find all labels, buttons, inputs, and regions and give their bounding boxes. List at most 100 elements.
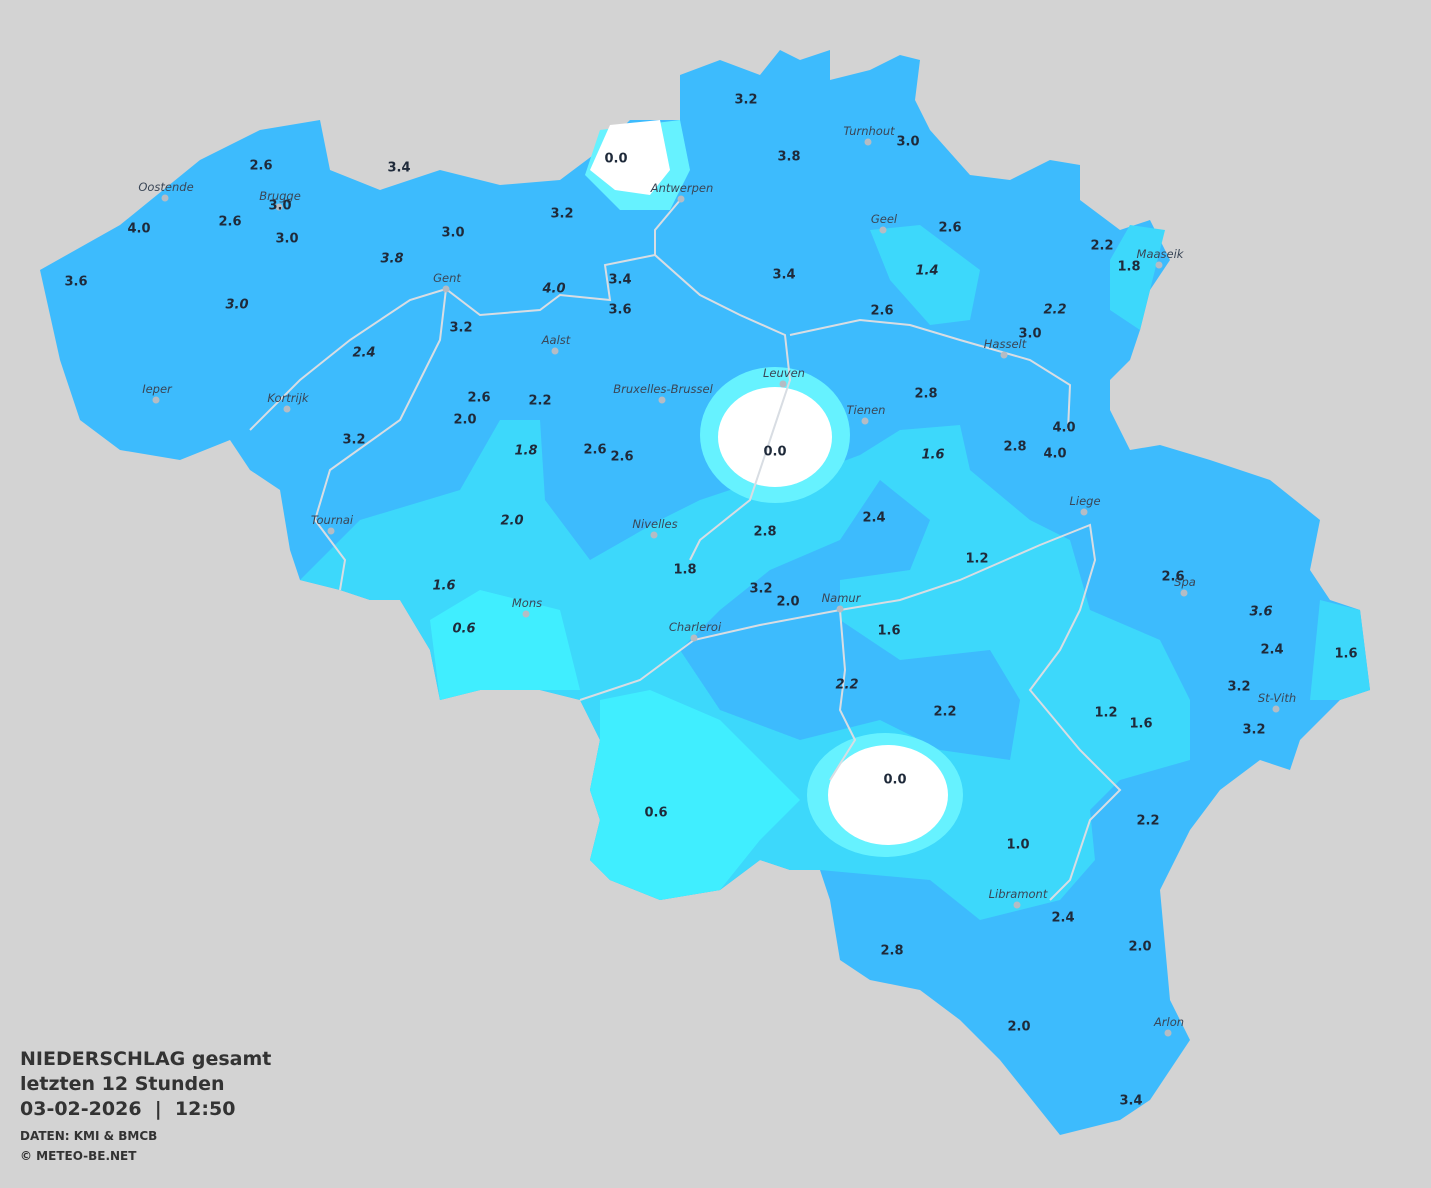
- city-dot: [690, 634, 698, 642]
- city-dot: [161, 194, 169, 202]
- zone-dry: [718, 387, 832, 487]
- station-value: 2.0: [453, 413, 476, 428]
- station-value: 1.2: [1094, 706, 1117, 721]
- station-value: 4.0: [1052, 421, 1075, 436]
- city-dot: [836, 605, 844, 613]
- station-value: 3.8: [777, 150, 800, 165]
- station-value: 1.0: [1006, 838, 1029, 853]
- city-label: Bruxelles-Brussel: [613, 382, 713, 396]
- station-value: 3.0: [896, 135, 919, 150]
- city-label: Maaseik: [1137, 247, 1185, 261]
- city-dot: [152, 396, 160, 404]
- city-label: Geel: [871, 212, 898, 226]
- station-value: 3.4: [608, 273, 631, 288]
- station-value: 2.2: [835, 678, 858, 693]
- station-value: 2.2: [1136, 814, 1159, 829]
- city-label: Libramont: [989, 887, 1048, 901]
- station-value: 2.8: [753, 525, 776, 540]
- station-value: 4.0: [1043, 447, 1066, 462]
- zone-medium: [680, 480, 1020, 760]
- zone-light: [1110, 225, 1165, 330]
- city-dot: [551, 347, 559, 355]
- station-value: 3.0: [268, 199, 291, 214]
- station-value: 2.4: [1051, 911, 1074, 926]
- city-dot: [1164, 1029, 1172, 1037]
- city-dot: [1080, 508, 1088, 516]
- station-value: 2.2: [1090, 239, 1113, 254]
- zone-lightest: [430, 590, 580, 700]
- river: [654, 198, 792, 561]
- city-label: Kortrijk: [267, 391, 310, 405]
- city-label: Charleroi: [669, 620, 722, 634]
- city-label: Leuven: [763, 366, 805, 380]
- station-value: 1.8: [514, 444, 537, 459]
- city-dot: [677, 195, 685, 203]
- station-value: 2.6: [870, 304, 893, 319]
- station-value: 3.4: [772, 268, 795, 283]
- station-value: 1.8: [673, 563, 696, 578]
- city-label: Liege: [1069, 494, 1100, 508]
- station-value: 1.2: [965, 552, 988, 567]
- station-value: 3.6: [64, 275, 87, 290]
- station-value: 2.8: [880, 944, 903, 959]
- station-value: 3.4: [387, 161, 410, 176]
- station-value: 3.2: [734, 93, 757, 108]
- copyright: © METEO-BE.NET: [20, 1149, 137, 1163]
- city-label: Antwerpen: [650, 181, 714, 195]
- station-value: 1.6: [877, 624, 900, 639]
- city-dot: [658, 396, 666, 404]
- station-value: 0.6: [452, 622, 475, 637]
- station-value: 2.8: [914, 387, 937, 402]
- city-label: Tienen: [847, 403, 886, 417]
- river: [789, 318, 1072, 431]
- station-value: 2.6: [610, 450, 633, 465]
- city-label: Turnhout: [843, 124, 895, 138]
- station-value: 2.6: [583, 443, 606, 458]
- city-dot: [1013, 901, 1021, 909]
- subtitle: letzten 12 Stunden: [20, 1073, 225, 1095]
- timestamp: 03-02-2026 | 12:50: [20, 1098, 235, 1120]
- station-value: 1.6: [1334, 647, 1357, 662]
- city-dot: [879, 226, 887, 234]
- station-value: 3.6: [1249, 605, 1272, 620]
- city-dot: [442, 285, 450, 293]
- city-label: Tournai: [311, 513, 354, 527]
- station-value: 2.6: [938, 221, 961, 236]
- station-value: 2.0: [1007, 1020, 1030, 1035]
- river: [829, 609, 857, 781]
- station-value: 3.2: [1242, 723, 1265, 738]
- station-value: 2.8: [1003, 440, 1026, 455]
- city-label: Spa: [1174, 575, 1196, 589]
- station-value: 0.6: [644, 806, 667, 821]
- station-value: 0.0: [883, 773, 906, 788]
- station-value: 2.4: [352, 346, 375, 361]
- city-dot: [522, 610, 530, 618]
- station-value: 3.6: [608, 303, 631, 318]
- title: NIEDERSCHLAG gesamt: [20, 1048, 271, 1070]
- station-value: 3.2: [749, 582, 772, 597]
- city-label: Namur: [822, 591, 862, 605]
- station-value: 2.6: [249, 159, 272, 174]
- rivers: [249, 198, 1122, 901]
- station-value: 2.6: [1161, 570, 1184, 585]
- station-value: 2.0: [500, 514, 523, 529]
- station-value: 2.6: [218, 215, 241, 230]
- station-value: 2.2: [528, 394, 551, 409]
- city-label: Mons: [512, 596, 542, 610]
- station-value: 3.2: [550, 207, 573, 222]
- station-value: 1.4: [915, 264, 938, 279]
- city-dot: [327, 527, 335, 535]
- river: [249, 254, 656, 431]
- city-label: Aalst: [541, 333, 571, 347]
- city-dot: [275, 203, 283, 211]
- city-label: Arlon: [1153, 1015, 1184, 1029]
- river: [313, 288, 447, 591]
- station-value: 1.6: [1129, 717, 1152, 732]
- source: DATEN: KMI & BMCB: [20, 1129, 157, 1143]
- station-value: 3.2: [342, 433, 365, 448]
- city-label: Hasselt: [984, 337, 1027, 351]
- station-value: 4.0: [541, 282, 565, 297]
- station-value: 2.2: [1043, 303, 1066, 318]
